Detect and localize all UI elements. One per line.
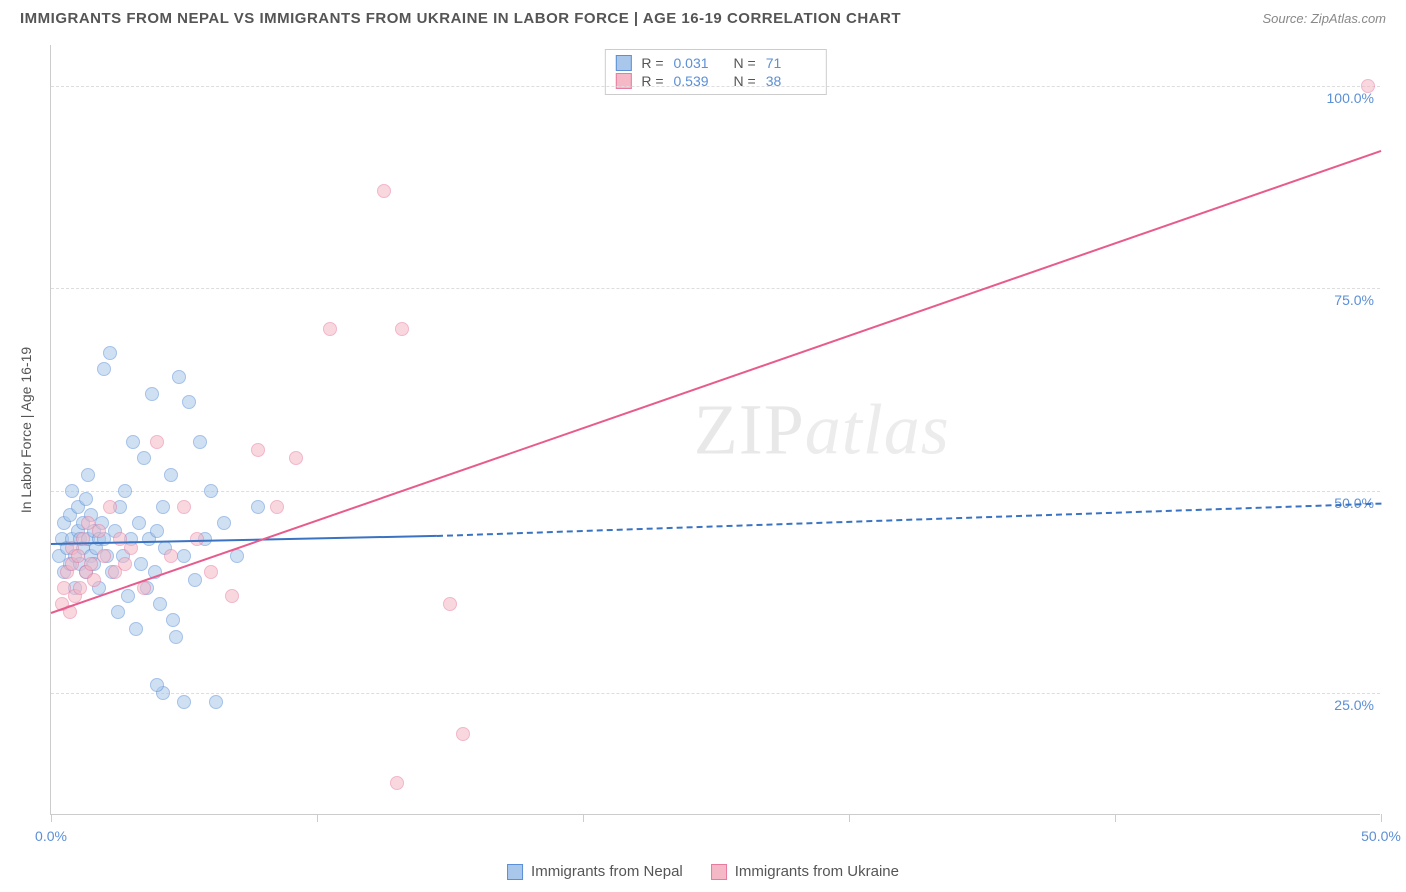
gridline-h [51, 491, 1380, 492]
point-ukraine [73, 581, 87, 595]
point-nepal [81, 468, 95, 482]
point-ukraine [270, 500, 284, 514]
swatch-ukraine [711, 864, 727, 880]
point-ukraine [71, 549, 85, 563]
point-nepal [103, 346, 117, 360]
point-nepal [164, 468, 178, 482]
chart-title: IMMIGRANTS FROM NEPAL VS IMMIGRANTS FROM… [20, 10, 901, 27]
point-nepal [156, 500, 170, 514]
point-nepal [188, 573, 202, 587]
point-ukraine [456, 727, 470, 741]
point-nepal [169, 630, 183, 644]
point-ukraine [390, 776, 404, 790]
point-ukraine [103, 500, 117, 514]
point-nepal [132, 516, 146, 530]
point-ukraine [377, 184, 391, 198]
point-nepal [150, 678, 164, 692]
point-nepal [172, 370, 186, 384]
y-tick-label: 25.0% [1334, 697, 1374, 713]
swatch-ukraine [615, 73, 631, 89]
point-ukraine [150, 435, 164, 449]
title-bar: IMMIGRANTS FROM NEPAL VS IMMIGRANTS FROM… [20, 10, 1386, 27]
point-ukraine [92, 524, 106, 538]
gridline-h [51, 86, 1380, 87]
gridline-h [51, 693, 1380, 694]
x-tick-label: 50.0% [1361, 828, 1401, 844]
point-ukraine [177, 500, 191, 514]
point-ukraine [204, 565, 218, 579]
point-ukraine [1361, 79, 1375, 93]
point-ukraine [87, 573, 101, 587]
legend-correlation: R = 0.031 N = 71 R = 0.539 N = 38 [604, 49, 826, 95]
r-label: R = [641, 73, 663, 89]
point-nepal [97, 362, 111, 376]
point-nepal [129, 622, 143, 636]
point-nepal [111, 605, 125, 619]
x-tick [1381, 814, 1382, 822]
swatch-nepal [507, 864, 523, 880]
x-tick [51, 814, 52, 822]
point-nepal [217, 516, 231, 530]
point-nepal [193, 435, 207, 449]
point-ukraine [251, 443, 265, 457]
source-label: Source: ZipAtlas.com [1262, 11, 1386, 26]
point-ukraine [118, 557, 132, 571]
r-label: R = [641, 55, 663, 71]
point-ukraine [289, 451, 303, 465]
point-nepal [177, 549, 191, 563]
watermark-atlas: atlas [805, 389, 950, 469]
point-nepal [65, 484, 79, 498]
legend-item-nepal: Immigrants from Nepal [507, 863, 683, 880]
series-label-nepal: Immigrants from Nepal [531, 863, 683, 880]
point-nepal [121, 589, 135, 603]
point-ukraine [164, 549, 178, 563]
n-label: N = [734, 73, 756, 89]
trend-line-dash [437, 503, 1381, 537]
x-tick [317, 814, 318, 822]
swatch-nepal [615, 55, 631, 71]
point-nepal [251, 500, 265, 514]
point-ukraine [395, 322, 409, 336]
n-label: N = [734, 55, 756, 71]
x-tick-label: 0.0% [35, 828, 67, 844]
plot-area: ZIPatlas R = 0.031 N = 71 R = 0.539 N = … [50, 45, 1380, 815]
point-nepal [204, 484, 218, 498]
point-ukraine [225, 589, 239, 603]
point-nepal [150, 524, 164, 538]
n-value-ukraine: 38 [766, 73, 816, 89]
x-tick [583, 814, 584, 822]
point-nepal [177, 695, 191, 709]
x-tick [1115, 814, 1116, 822]
point-nepal [182, 395, 196, 409]
r-value-nepal: 0.031 [674, 55, 724, 71]
legend-row-ukraine: R = 0.539 N = 38 [615, 72, 815, 90]
point-ukraine [323, 322, 337, 336]
trend-line [51, 150, 1382, 614]
point-nepal [209, 695, 223, 709]
n-value-nepal: 71 [766, 55, 816, 71]
point-nepal [137, 451, 151, 465]
legend-series: Immigrants from Nepal Immigrants from Uk… [507, 863, 899, 880]
point-nepal [166, 613, 180, 627]
watermark-zip: ZIP [694, 389, 805, 469]
point-nepal [153, 597, 167, 611]
gridline-h [51, 288, 1380, 289]
point-nepal [126, 435, 140, 449]
point-nepal [145, 387, 159, 401]
legend-row-nepal: R = 0.031 N = 71 [615, 54, 815, 72]
point-nepal [118, 484, 132, 498]
point-ukraine [443, 597, 457, 611]
x-tick [849, 814, 850, 822]
point-ukraine [97, 549, 111, 563]
r-value-ukraine: 0.539 [674, 73, 724, 89]
watermark: ZIPatlas [694, 388, 950, 471]
point-ukraine [84, 557, 98, 571]
legend-item-ukraine: Immigrants from Ukraine [711, 863, 899, 880]
point-nepal [134, 557, 148, 571]
point-nepal [79, 492, 93, 506]
series-label-ukraine: Immigrants from Ukraine [735, 863, 899, 880]
y-axis-label: In Labor Force | Age 16-19 [18, 347, 34, 513]
y-tick-label: 75.0% [1334, 292, 1374, 308]
